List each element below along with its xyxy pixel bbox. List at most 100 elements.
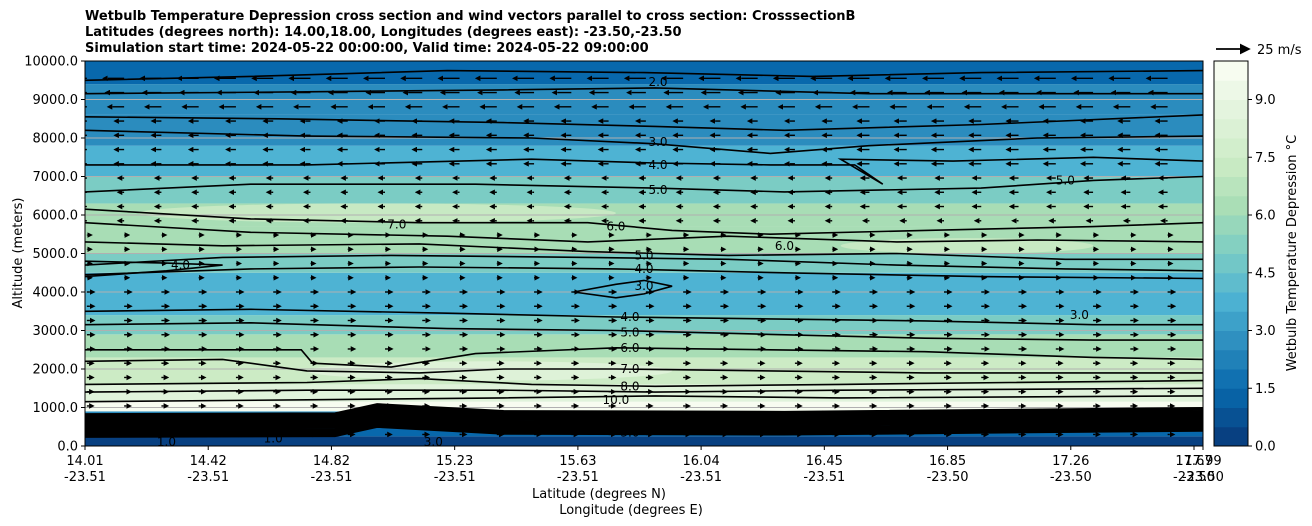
y-tick-label: 6000.0 — [33, 209, 79, 224]
colorbar-segment — [1214, 215, 1248, 235]
y-tick-label: 4000.0 — [33, 286, 79, 301]
x-tick-label-lon: -23.51 — [187, 470, 229, 485]
contour-label: 1.0 — [157, 435, 176, 449]
colorbar-segment — [1214, 99, 1248, 120]
contour-line — [85, 321, 1203, 341]
y-tick-label: 2000.0 — [33, 363, 79, 378]
colorbar-tick-label: 1.5 — [1255, 382, 1276, 397]
contour-line — [85, 254, 1203, 272]
contour-line — [85, 69, 1203, 82]
contour-label: 6.0 — [775, 239, 794, 253]
contour-line — [573, 279, 673, 299]
contour-line — [85, 358, 1203, 374]
colorbar-label: Wetbulb Temperature Depression °C — [1285, 135, 1300, 372]
y-axis-label: Altitude (meters) — [11, 198, 26, 309]
quiver-key-label: 25 m/s — [1257, 43, 1302, 58]
contour-line — [85, 404, 1203, 418]
colorbar: 0.0 1.5 3.0 4.5 6.0 7.5 9.0 — [1214, 61, 1276, 455]
contour-line — [85, 410, 1203, 423]
chart-title-line-2: Latitudes (degrees north): 14.00,18.00, … — [85, 25, 682, 40]
colorbar-segment — [1214, 195, 1248, 216]
colorbar-segment — [1214, 138, 1248, 158]
contour-band — [85, 292, 1203, 316]
colorbar-segment — [1214, 369, 1248, 389]
colorbar-segment — [1214, 253, 1248, 274]
contour-band — [85, 384, 1203, 402]
contour-line — [85, 415, 1203, 428]
contour-band — [306, 361, 673, 381]
x-tick-label-lat: 17.67 — [1175, 454, 1212, 469]
x-tick-label-lat: 17.26 — [1052, 454, 1089, 469]
contour-line — [85, 418, 1203, 431]
contour-label: 3.0 — [1070, 308, 1089, 322]
colorbar-tick-label: 0.0 — [1255, 440, 1276, 455]
x-tick-label-lon: -23.50 — [1182, 470, 1224, 485]
contour-label: 10.0 — [617, 412, 644, 426]
colorbar-segment — [1214, 292, 1248, 312]
plot-area: 2.03.04.05.07.0 6.06.05.04.05.04.03.03.04… — [85, 61, 1203, 449]
contour-band — [85, 272, 1203, 292]
x-tick-label-lon: -23.51 — [64, 470, 106, 485]
colorbar-tick-label: 9.0 — [1255, 93, 1276, 108]
contour-line — [85, 413, 1203, 426]
contour-label: 6.0 — [620, 341, 639, 355]
contour-line — [85, 156, 1203, 185]
colorbar-segment — [1214, 176, 1248, 197]
colorbar-segment — [1214, 157, 1248, 177]
colorbar-segment — [1214, 388, 1248, 408]
chart-title-line-1: Wetbulb Temperature Depression cross sec… — [85, 9, 856, 24]
contour-line — [85, 87, 1203, 95]
contour-label: 5.0 — [1056, 173, 1075, 187]
y-tick-label: 3000.0 — [33, 324, 79, 339]
contour-label: 4.0 — [648, 158, 667, 172]
x-axis: 14.01-23.5114.42-23.5114.82-23.5115.23-2… — [64, 446, 1224, 485]
contour-label: 2.0 — [648, 75, 667, 89]
x-tick-label-lon: -23.51 — [310, 470, 352, 485]
contour-line — [85, 406, 1203, 419]
contour-label: 10.0 — [603, 393, 630, 407]
contour-label: 7.0 — [620, 362, 639, 376]
y-tick-label: 7000.0 — [33, 170, 79, 185]
contour-line — [85, 422, 1203, 435]
colorbar-segment — [1214, 272, 1248, 293]
colorbar-segment — [1214, 61, 1248, 81]
contour-line — [85, 114, 1203, 132]
x-tick-label-lat: 16.04 — [683, 454, 720, 469]
contour-lines — [85, 69, 1203, 438]
x-tick-label-lat: 16.45 — [806, 454, 843, 469]
x-tick-label-lat: 14.82 — [313, 454, 350, 469]
y-tick-label: 0.0 — [57, 440, 78, 455]
contour-band — [85, 176, 1203, 204]
y-tick-label: 8000.0 — [33, 132, 79, 147]
colorbar-segment — [1214, 407, 1248, 428]
contour-band — [85, 145, 1203, 177]
x-axis-label-latitude: Latitude (degrees N) — [532, 487, 666, 502]
contour-line — [85, 266, 1203, 280]
contour-line — [85, 377, 1203, 388]
colorbar-tick-label: 7.5 — [1255, 151, 1276, 166]
contour-label: 6.0 — [606, 220, 625, 234]
x-tick-label-lon: -23.51 — [803, 470, 845, 485]
contour-line — [85, 411, 1203, 424]
contour-line — [85, 221, 1203, 243]
wind-vectors — [85, 75, 1177, 438]
colorbar-segment — [1214, 80, 1248, 100]
contour-label: 3.0 — [634, 279, 653, 293]
gridlines — [85, 99, 1203, 408]
colorbar-segment — [1214, 311, 1248, 331]
x-tick-label-lon: -23.51 — [434, 470, 476, 485]
contour-label: 3.0 — [620, 426, 639, 440]
contour-line — [85, 420, 1203, 433]
contour-label: 4.0 — [620, 310, 639, 324]
x-axis-label-longitude: Longitude (degrees E) — [559, 503, 703, 518]
y-tick-label: 9000.0 — [33, 93, 79, 108]
x-tick-label-lat: 17.99 — [1184, 454, 1221, 469]
x-tick-label-lat: 16.85 — [929, 454, 966, 469]
contour-label: 3.0 — [424, 435, 443, 449]
contour-label: 4.0 — [171, 258, 190, 272]
y-tick-label: 1000.0 — [33, 401, 79, 416]
x-tick-label-lon: -23.50 — [927, 470, 969, 485]
y-tick-label: 10000.0 — [24, 55, 78, 70]
colorbar-segment — [1214, 426, 1248, 447]
contour-line — [85, 241, 1203, 261]
